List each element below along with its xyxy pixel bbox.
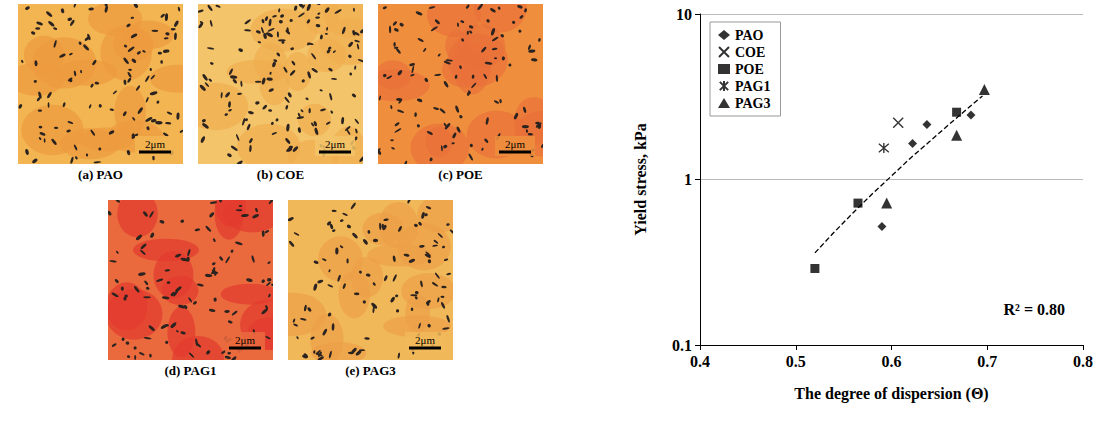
svg-text:(a) PAO: (a) PAO xyxy=(78,167,123,182)
svg-text:PAG1: PAG1 xyxy=(735,79,771,94)
svg-text:COE: COE xyxy=(735,45,765,60)
svg-text:2μm: 2μm xyxy=(415,334,435,346)
svg-text:0.8: 0.8 xyxy=(1073,353,1093,370)
svg-text:10: 10 xyxy=(676,6,692,23)
svg-text:R² = 0.80: R² = 0.80 xyxy=(1004,301,1065,318)
svg-text:(e) PAG3: (e) PAG3 xyxy=(345,363,396,378)
svg-text:1: 1 xyxy=(684,171,692,188)
svg-text:PAG3: PAG3 xyxy=(735,96,771,111)
svg-text:(b) COE: (b) COE xyxy=(257,167,304,182)
svg-text:2μm: 2μm xyxy=(325,138,345,150)
svg-text:(c) POE: (c) POE xyxy=(438,167,482,182)
svg-text:0.5: 0.5 xyxy=(786,353,806,370)
svg-text:0.4: 0.4 xyxy=(690,353,710,370)
svg-text:0.7: 0.7 xyxy=(977,353,997,370)
svg-text:0.6: 0.6 xyxy=(882,353,902,370)
svg-text:(d) PAG1: (d) PAG1 xyxy=(164,363,216,378)
svg-text:2μm: 2μm xyxy=(235,334,255,346)
svg-text:PAO: PAO xyxy=(735,28,764,43)
svg-text:2μm: 2μm xyxy=(145,138,165,150)
svg-text:The degree of dispersion (Θ): The degree of dispersion (Θ) xyxy=(794,385,988,403)
svg-text:Yield stress, kPa: Yield stress, kPa xyxy=(632,123,649,235)
svg-text:2μm: 2μm xyxy=(505,138,525,150)
svg-text:POE: POE xyxy=(735,62,764,77)
svg-text:0.1: 0.1 xyxy=(672,337,692,354)
